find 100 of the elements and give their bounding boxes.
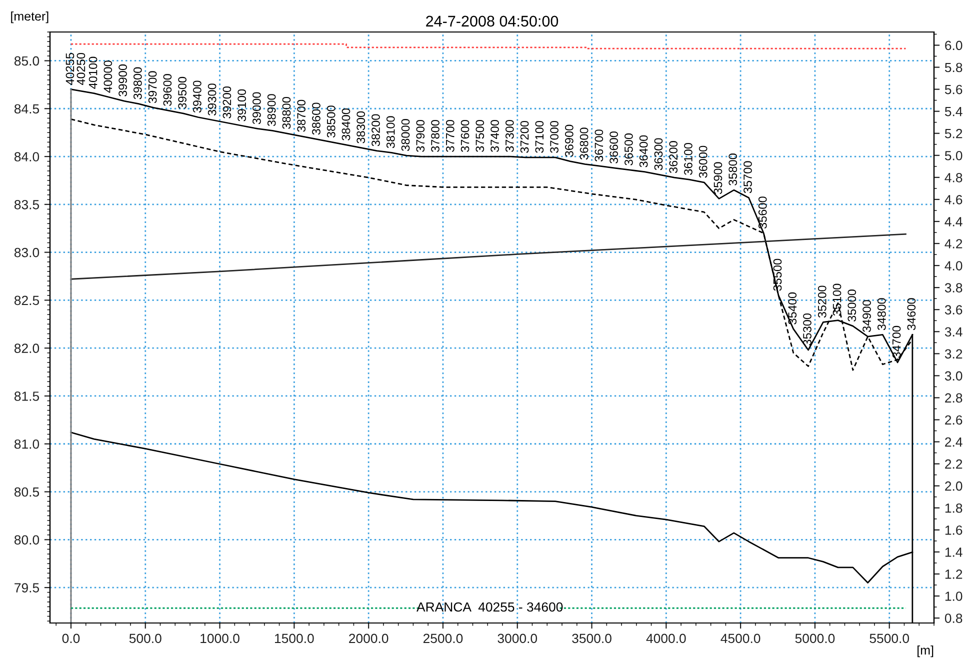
y2-tick-label: 1.0 (945, 592, 962, 601)
annotation: 35900 (714, 162, 722, 194)
y2-tick-label: 0.8 (944, 614, 962, 623)
y2-tick-label: 1.2 (945, 570, 962, 579)
y2-tick-label: 1.8 (945, 503, 962, 513)
annotation: 39400 (193, 80, 202, 113)
y-tick-label: 84.5 (14, 104, 40, 114)
annotation: 37500 (476, 120, 484, 152)
x-tick-label: 5000.0 (795, 634, 835, 644)
y2-tick-label: 2.2 (945, 459, 962, 469)
annotation: 39300 (208, 84, 216, 116)
y2-tick-label: 5.6 (944, 84, 962, 94)
annotation: 34700 (892, 326, 901, 358)
annotation: 40100 (88, 56, 98, 89)
series-label: ARANCA 40255 - 34600 (416, 602, 563, 612)
annotation: 34800 (877, 298, 886, 330)
y2-tick-label: 2.6 (945, 415, 962, 425)
annotation: 39500 (178, 76, 186, 109)
annotation: 37300 (505, 120, 514, 152)
annotation: 39600 (163, 74, 172, 106)
y2-tick-label: 2.0 (945, 481, 962, 491)
annotation: 34600 (907, 298, 916, 330)
x-tick-label: 4500.0 (720, 634, 760, 644)
annotation: 38400 (342, 108, 350, 140)
x-tick-label: 5500.0 (870, 634, 910, 644)
annotation: 37100 (535, 120, 544, 153)
y2-tick-label: 4.0 (944, 261, 962, 270)
y2-tick-label: 4.8 (944, 172, 962, 182)
x-tick-label: 500.0 (129, 634, 162, 644)
y-tick-label: 82.0 (14, 344, 40, 354)
y-axis-title: [meter] (11, 11, 48, 24)
x-axis-title: [m] (918, 645, 934, 658)
x-tick-label: 0.0 (62, 634, 80, 644)
annotation: 37400 (490, 120, 499, 152)
y2-tick-label: 4.4 (944, 217, 962, 226)
chart-title: 24-7-2008 04:50:00 (426, 16, 558, 27)
annotation: 40250 (76, 52, 86, 86)
y2-tick-label: 4.6 (944, 195, 962, 204)
annotation: 36600 (610, 131, 618, 164)
annotation: 39200 (222, 86, 232, 118)
annotation: 36200 (669, 141, 678, 173)
y2-tick-label: 5.4 (944, 107, 962, 116)
annotation: 34900 (862, 300, 871, 332)
y-tick-label: 82.5 (14, 296, 40, 306)
annotation: 35000 (848, 290, 856, 322)
annotation: 38200 (372, 114, 380, 146)
annotation: 38800 (282, 97, 291, 129)
annotation: 39100 (238, 89, 246, 122)
y2-tick-label: 4.2 (944, 239, 962, 248)
y-tick-label: 83.0 (14, 248, 40, 258)
y2-tick-label: 2.8 (945, 393, 962, 403)
y2-tick-label: 1.6 (945, 525, 962, 535)
annotation: 35300 (803, 313, 812, 346)
x-tick-label: 2000.0 (349, 634, 388, 644)
y2-tick-label: 3.6 (944, 305, 962, 315)
y-tick-label: 85.0 (14, 56, 40, 66)
y-tick-label: 79.5 (14, 583, 40, 592)
annotation: 39000 (252, 92, 261, 124)
annotation: 37000 (550, 120, 558, 153)
x-tick-label: 2500.0 (423, 634, 463, 644)
annotation: 39700 (148, 71, 157, 104)
annotation: 36100 (684, 142, 692, 175)
x-tick-label: 1000.0 (200, 634, 240, 644)
annotation: 39800 (133, 67, 142, 100)
annotation: 35600 (758, 196, 767, 229)
annotation: 36800 (580, 128, 588, 160)
annotation: 37700 (446, 120, 454, 152)
annotation: 37200 (520, 120, 529, 153)
annotation: 38100 (386, 116, 395, 148)
y2-tick-label: 6.0 (945, 40, 962, 50)
y-tick-label: 80.0 (14, 535, 40, 545)
annotation: 36500 (624, 133, 633, 166)
annotation: 35200 (818, 286, 826, 318)
annotation: 35800 (728, 154, 738, 186)
y2-tick-label: 3.4 (944, 327, 962, 337)
y-tick-label: 84.0 (14, 152, 40, 162)
annotation: 38300 (356, 111, 366, 144)
annotation: 36900 (565, 124, 574, 157)
x-tick-label: 1500.0 (275, 634, 314, 644)
annotation: 36400 (639, 135, 648, 168)
y2-tick-label: 2.4 (945, 437, 962, 447)
x-tick-label: 3000.0 (498, 634, 538, 644)
y2-tick-label: 3.8 (944, 283, 962, 292)
annotation: 37800 (431, 120, 440, 152)
y-tick-label: 81.0 (14, 439, 40, 449)
annotation: 36700 (594, 130, 604, 162)
y-tick-label: 81.5 (14, 392, 40, 401)
annotation: 38600 (312, 102, 320, 135)
y2-tick-label: 5.2 (944, 128, 962, 138)
x-tick-label: 3500.0 (572, 634, 612, 644)
annotation: 40000 (104, 60, 112, 93)
annotation: 38900 (267, 94, 276, 126)
y2-tick-label: 5.8 (944, 62, 962, 72)
annotation: 36000 (698, 146, 708, 178)
annotation: 35700 (744, 161, 752, 194)
annotation: 37900 (416, 120, 425, 152)
annotation: 39900 (118, 64, 127, 96)
y2-tick-label: 3.0 (944, 371, 962, 381)
y-tick-label: 83.5 (14, 200, 40, 210)
y2-tick-label: 5.0 (944, 150, 962, 160)
